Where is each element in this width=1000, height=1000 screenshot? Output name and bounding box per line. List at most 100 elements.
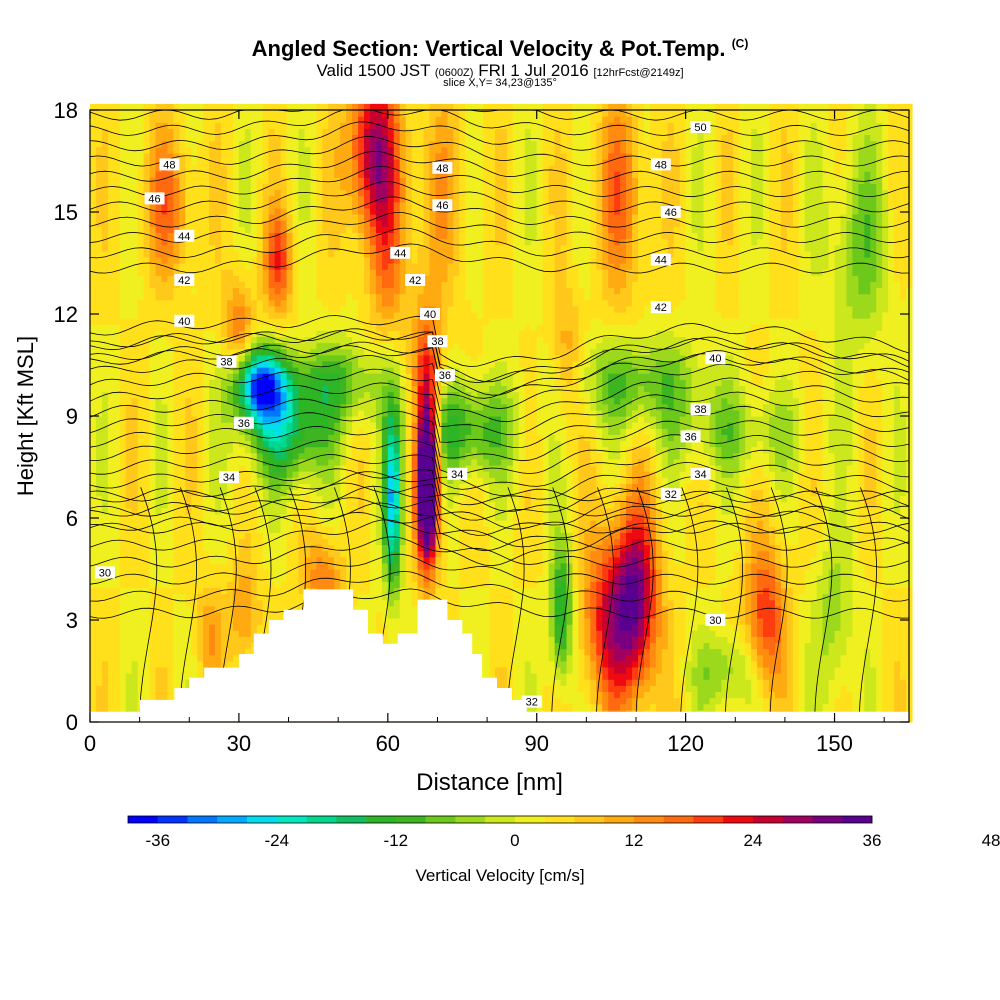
velocity-cell [209,122,216,129]
velocity-cell [346,305,353,313]
velocity-cell [274,440,282,448]
velocity-cell [137,648,145,656]
velocity-cell [149,342,157,350]
velocity-cell [334,452,341,460]
velocity-cell [173,575,180,582]
velocity-cell [292,263,300,270]
velocity-cell [90,360,97,368]
velocity-cell [268,183,276,191]
velocity-cell [232,550,240,558]
velocity-cell [304,526,311,533]
velocity-cell [215,391,222,399]
velocity-cell [363,103,371,111]
velocity-cell [340,110,347,117]
velocity-cell [250,599,258,607]
velocity-cell [322,122,329,129]
velocity-cell [375,624,383,631]
velocity-cell [334,422,341,429]
velocity-cell [322,526,329,533]
velocity-cell [197,116,204,123]
velocity-cell [310,165,317,172]
velocity-cell [131,354,139,362]
velocity-cell [137,238,145,246]
velocity-cell [209,520,216,527]
velocity-cell [268,116,276,123]
velocity-cell [125,660,133,668]
velocity-cell [227,226,234,233]
velocity-cell [101,134,109,142]
velocity-cell [125,501,133,509]
velocity-cell [250,134,258,142]
velocity-cell [238,103,246,111]
velocity-cell [256,599,264,607]
velocity-cell [95,146,103,154]
velocity-cell [203,152,210,160]
velocity-cell [197,501,204,509]
velocity-cell [119,330,127,338]
velocity-cell [334,520,341,527]
velocity-cell [244,385,252,393]
velocity-cell [292,544,300,552]
velocity-cell [346,287,353,295]
velocity-cell [244,440,252,448]
velocity-cell [90,220,97,227]
velocity-cell [340,220,347,227]
velocity-cell [203,660,210,668]
velocity-cell [197,189,204,197]
velocity-cell [161,134,169,142]
velocity-cell [221,544,228,552]
velocity-cell [197,238,204,246]
velocity-cell [203,654,210,662]
velocity-cell [232,311,240,319]
velocity-cell [268,477,276,484]
velocity-cell [221,171,228,178]
velocity-cell [292,373,300,380]
velocity-cell [322,489,329,497]
velocity-cell [191,311,198,319]
velocity-cell [119,195,127,203]
velocity-cell [268,171,276,178]
velocity-cell [131,440,139,448]
velocity-cell [125,550,133,558]
velocity-cell [232,318,240,325]
velocity-cell [244,617,252,625]
velocity-cell [363,495,371,503]
velocity-cell [137,599,145,607]
velocity-cell [244,624,252,631]
velocity-cell [363,422,371,429]
velocity-cell [334,391,341,399]
velocity-cell [161,348,169,356]
velocity-cell [107,244,115,252]
velocity-cell [369,367,377,374]
velocity-cell [310,569,317,576]
velocity-cell [215,660,222,668]
velocity-cell [262,526,270,533]
velocity-cell [310,458,317,466]
velocity-cell [173,116,180,123]
velocity-cell [137,489,145,497]
velocity-cell [304,575,311,582]
velocity-cell [107,385,115,393]
velocity-cell [304,348,311,356]
velocity-cell [155,666,163,674]
velocity-cell [137,354,145,362]
velocity-cell [316,158,323,166]
velocity-cell [334,471,341,478]
velocity-cell [352,434,359,442]
velocity-cell [131,397,139,405]
velocity-cell [209,195,216,203]
velocity-cell [119,648,127,656]
velocity-cell [352,483,359,491]
velocity-cell [107,110,115,117]
velocity-cell [143,158,151,166]
velocity-cell [286,275,294,282]
velocity-cell [209,244,216,252]
velocity-cell [346,171,353,178]
velocity-cell [185,428,192,435]
velocity-cell [155,385,163,393]
velocity-cell [227,495,234,503]
velocity-cell [101,330,109,338]
velocity-cell [363,324,371,331]
velocity-cell [203,550,210,558]
velocity-cell [244,581,252,588]
